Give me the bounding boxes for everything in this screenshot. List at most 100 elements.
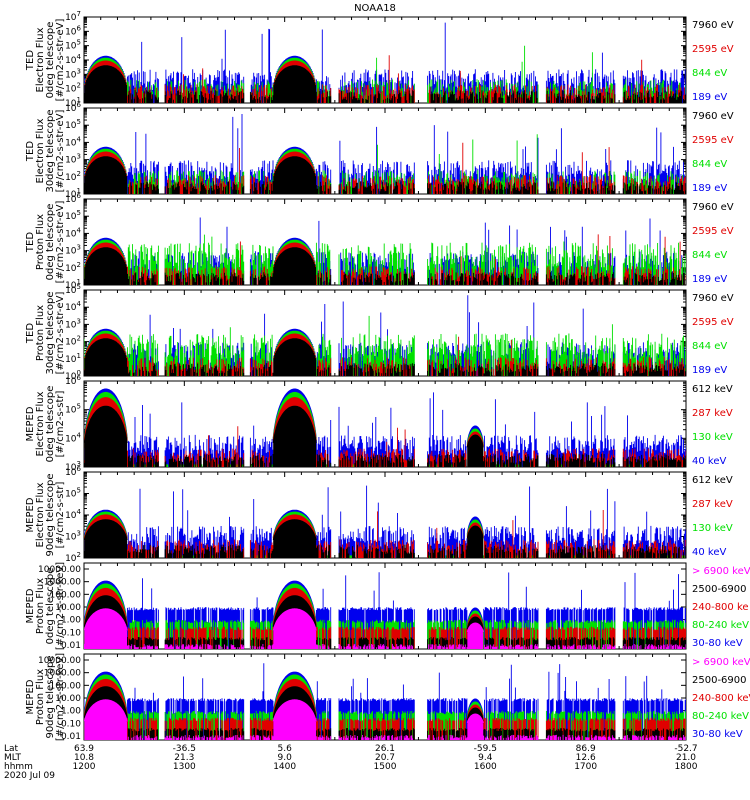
legend-entry: 40 keV xyxy=(692,456,726,467)
x-row-label: hhmm xyxy=(4,762,33,772)
x-tick-lat: 63.9 xyxy=(74,744,94,754)
x-tick-lat: -59.5 xyxy=(474,744,497,754)
x-tick-hhmm: 1500 xyxy=(374,762,397,772)
arc-green xyxy=(84,674,128,715)
y-tick-exponent: 5 xyxy=(77,118,81,126)
y-tick-label: 102 xyxy=(65,82,81,95)
x-tick-hhmm: 1700 xyxy=(574,762,597,772)
y-tick-label: 1000.00 xyxy=(44,578,81,588)
y-axis-label-line: 30deg telescope xyxy=(45,109,56,192)
arc-magenta xyxy=(272,699,317,722)
y-tick-label: 104 xyxy=(65,226,81,239)
panel-data xyxy=(84,388,686,467)
y-tick-label: 103 xyxy=(65,67,81,80)
legend: 612 keV 287 keV 130 keV 40 keV xyxy=(692,475,733,558)
y-tick-exponent: 3 xyxy=(77,67,81,75)
y-axis-label-line: Proton Flux xyxy=(35,669,46,725)
y-tick-label: 10.00 xyxy=(55,603,81,613)
legend-entry: 287 keV xyxy=(692,408,733,419)
y-tick-label: 10000.00 xyxy=(38,565,81,575)
y-axis-label-line: [#/cm2-s-str] xyxy=(55,390,66,457)
legend-entry: 2595 eV xyxy=(692,317,734,328)
arc-green xyxy=(466,610,484,628)
y-axis-label-line: [#/cm2-s-str-eV] xyxy=(55,201,66,284)
series-black xyxy=(84,156,686,194)
y-tick-label: 103 xyxy=(65,317,81,330)
arc-red xyxy=(84,587,128,626)
arc-green xyxy=(466,519,484,537)
x-tick-lat: 5.6 xyxy=(278,744,293,754)
legend-entry: 130 keV xyxy=(692,432,733,443)
arc-red xyxy=(272,587,317,626)
y-tick-label: 0.10 xyxy=(61,628,81,638)
arc-green xyxy=(84,583,128,624)
arc-red xyxy=(84,678,128,717)
x-tick-mlt: 21.3 xyxy=(174,753,194,763)
arc-black xyxy=(272,519,317,541)
arc-red xyxy=(466,522,484,538)
y-tick-label: 1.00 xyxy=(61,616,81,626)
y-tick-exponent: 4 xyxy=(77,226,82,234)
y-tick-label: 1.00 xyxy=(61,707,81,717)
x-tick-hhmm: 1300 xyxy=(173,762,196,772)
x-tick-mlt: 21.0 xyxy=(676,753,696,763)
legend: 7960 eV 2595 eV 844 eV 189 eV xyxy=(692,293,734,376)
y-axis-label-line: [#/cm2-s-str-eV] xyxy=(55,19,66,102)
arc-magenta xyxy=(272,608,317,631)
y-tick-label: 104 xyxy=(65,508,81,521)
y-tick-label: 0.10 xyxy=(61,719,81,729)
y-tick-label: 106 xyxy=(65,24,81,37)
y-tick-exponent: 3 xyxy=(77,317,81,325)
y-axis-label: MEPEDProton Flux90deg telescope[#/cm2-s-… xyxy=(25,653,66,741)
arc-red xyxy=(272,514,317,540)
panel-data xyxy=(84,217,686,285)
y-axis-label-line: [#/cm2-s-str-eV] xyxy=(55,292,66,375)
y-tick-exponent: 6 xyxy=(77,24,82,32)
y-tick-label: 104 xyxy=(65,135,81,148)
legend-entry: 2595 eV xyxy=(692,135,734,146)
y-axis-label-line: Electron Flux xyxy=(35,118,46,183)
legend-entry: 7960 eV xyxy=(692,293,734,304)
y-axis-label-line: [#/cm2-s-str-keV] xyxy=(55,653,66,741)
arc-red xyxy=(84,397,128,441)
panel-data xyxy=(84,22,686,103)
y-axis-label-line: [#/cm2-s-str-eV] xyxy=(55,110,66,193)
panel-data xyxy=(84,295,686,376)
y-tick-exponent: 6 xyxy=(77,101,82,109)
arc-red xyxy=(466,431,484,447)
y-tick-label: 1000.00 xyxy=(44,669,81,679)
legend-entry: 189 eV xyxy=(692,365,727,376)
y-tick-label: 10000.00 xyxy=(38,656,81,666)
series-black xyxy=(84,338,686,376)
x-row-label: Lat xyxy=(4,744,19,754)
arc-green xyxy=(272,511,317,539)
y-tick-exponent: 6 xyxy=(77,192,82,200)
legend-entry: 612 keV xyxy=(692,384,733,395)
arc-black xyxy=(84,519,128,541)
panel-7: 10000.001000.00100.0010.001.000.100.01ME… xyxy=(25,562,750,651)
y-tick-exponent: 2 xyxy=(77,551,81,559)
y-axis-label-line: TED xyxy=(25,323,36,344)
legend-entry: 240-800 keV xyxy=(692,693,750,704)
y-tick-label: 103 xyxy=(65,153,81,166)
y-tick-exponent: 4 xyxy=(77,135,82,143)
y-tick-label: 102 xyxy=(65,551,81,564)
y-axis-label-line: Electron Flux xyxy=(35,391,46,456)
chart-title: NOAA18 xyxy=(354,3,396,14)
y-tick-exponent: 5 xyxy=(77,283,81,291)
legend-entry: 7960 eV xyxy=(692,20,734,31)
y-axis-label-line: TED xyxy=(25,141,36,162)
y-tick-label: 103 xyxy=(65,530,81,543)
legend-entry: 130 keV xyxy=(692,523,733,534)
legend: 7960 eV 2595 eV 844 eV 189 eV xyxy=(692,111,734,194)
arc-magenta xyxy=(466,713,484,724)
arc-magenta xyxy=(466,622,484,633)
legend-entry: 30-80 keV xyxy=(692,638,743,649)
arc-red xyxy=(466,613,484,629)
y-tick-exponent: 1 xyxy=(77,352,81,360)
